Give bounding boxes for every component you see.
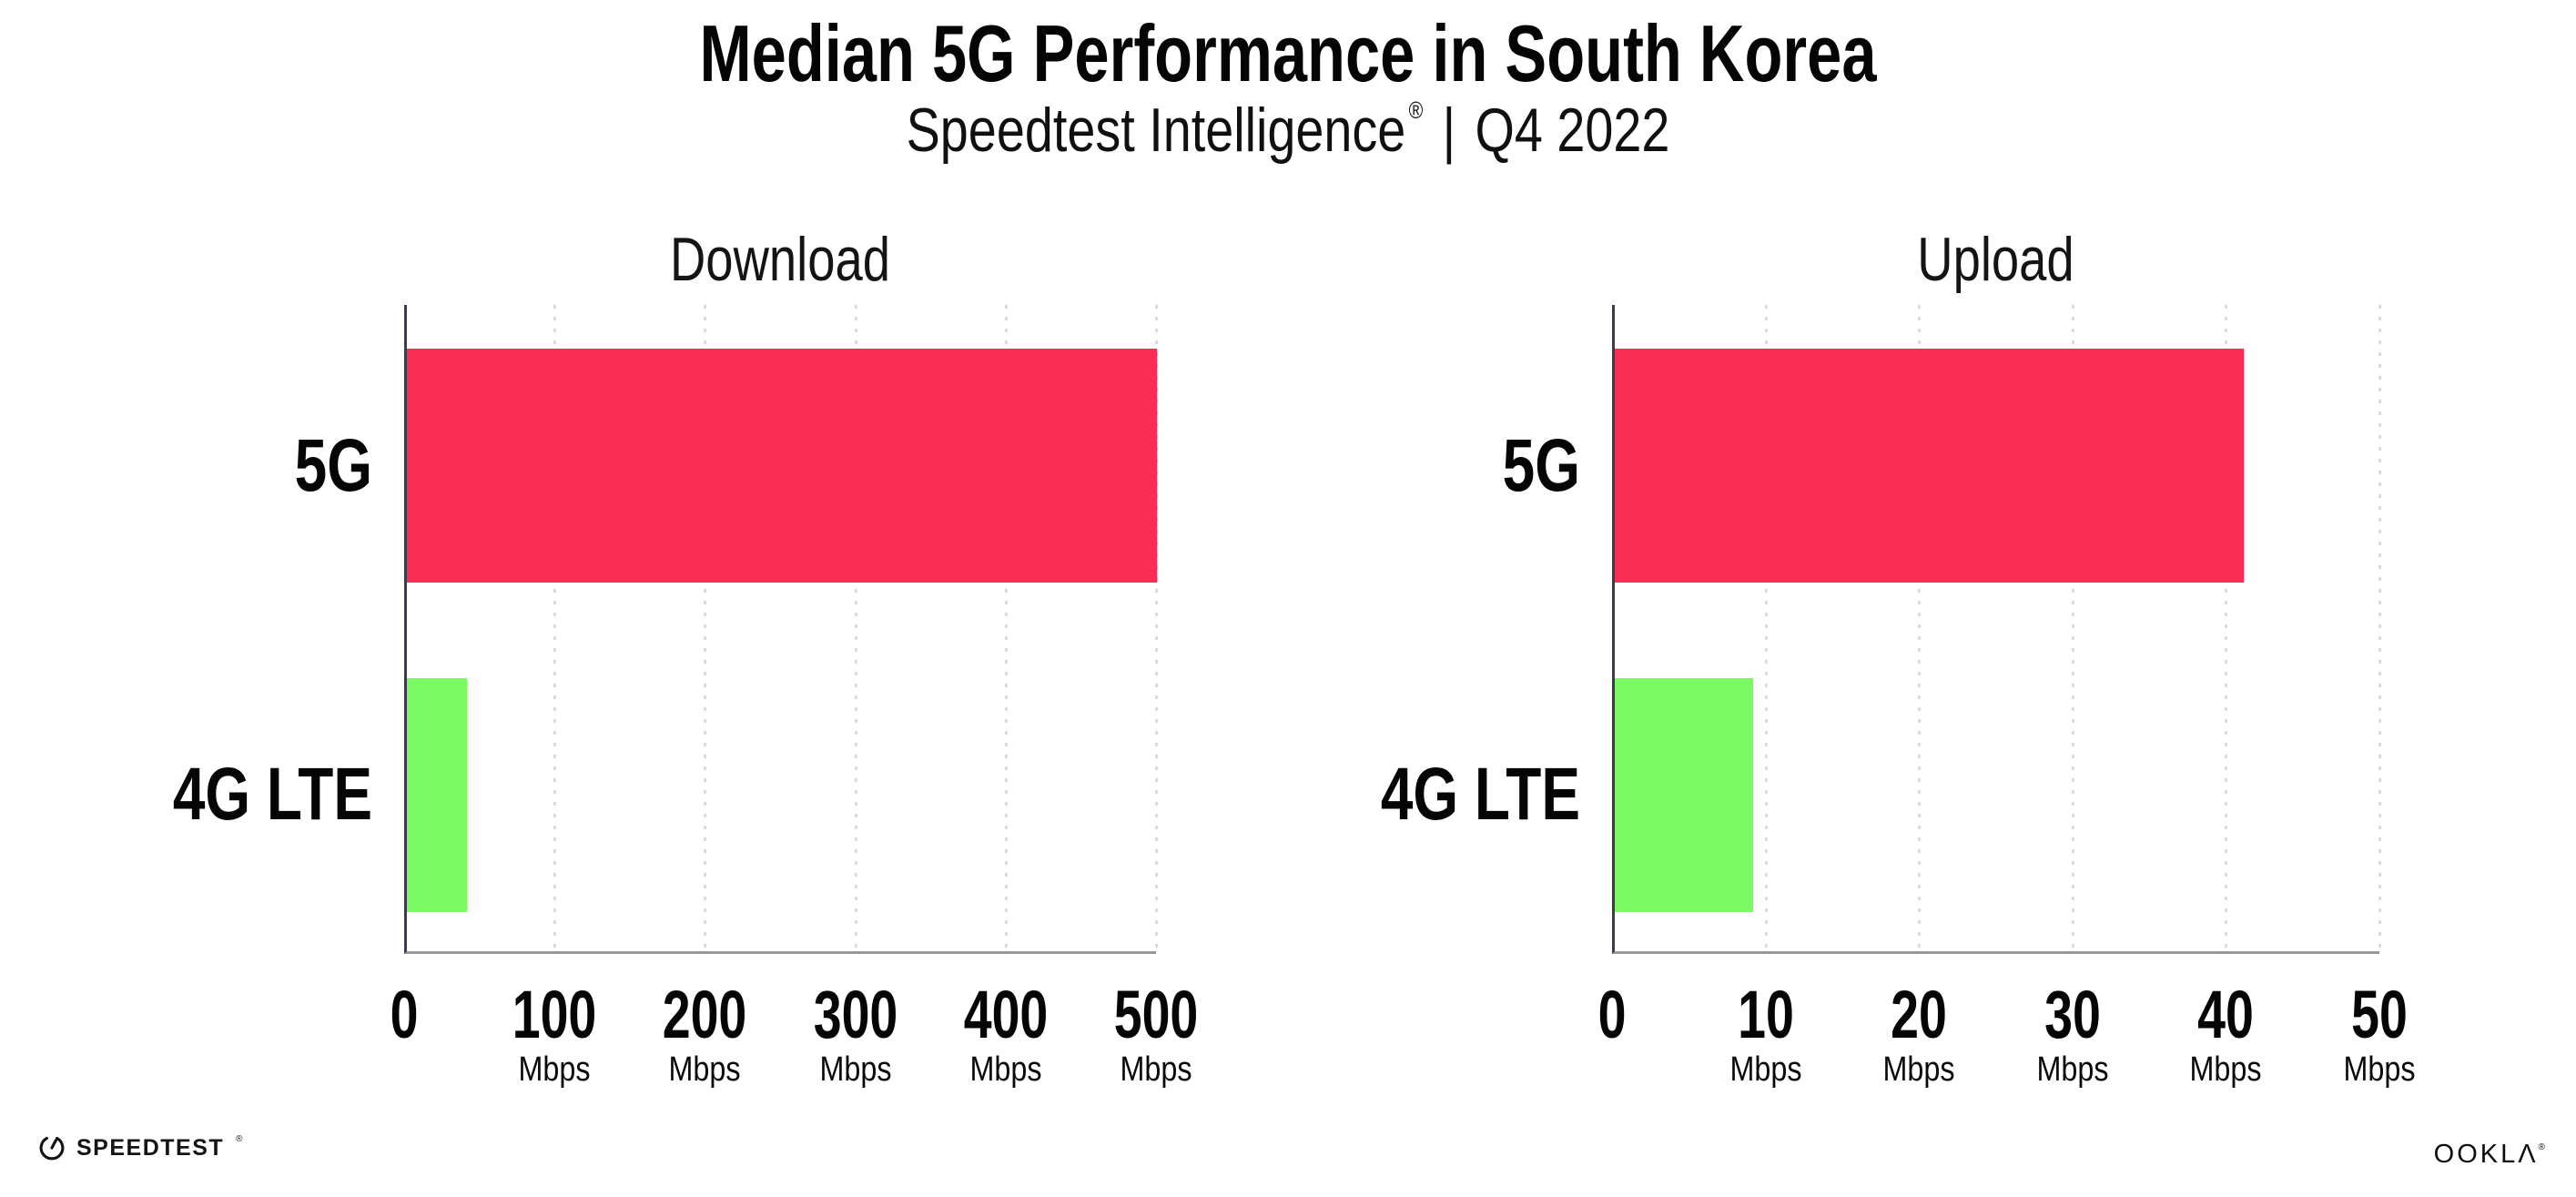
download-x-tick-unit-300: Mbps: [819, 1050, 892, 1089]
download-x-tick-unit-400: Mbps: [969, 1050, 1042, 1089]
download-x-tick-label-300: 300: [813, 977, 898, 1052]
registered-trademark-icon: ®: [1408, 96, 1424, 124]
download-5g-bar: [407, 349, 1158, 583]
subtitle-separator: |: [1442, 96, 1456, 165]
download-4g-lte-bar: [407, 677, 468, 912]
download-gridline-200: [704, 305, 707, 954]
speedtest-gauge-icon: [39, 1136, 65, 1161]
upload-x-tick-unit-30: Mbps: [2036, 1050, 2109, 1089]
upload-x-tick-unit-20: Mbps: [1882, 1050, 1955, 1089]
upload-5g-bar: [1615, 349, 2245, 583]
upload-gridline-20: [1918, 305, 1922, 954]
upload-x-tick-unit-40: Mbps: [2189, 1050, 2262, 1089]
upload-x-tick-label-20: 20: [1891, 977, 1948, 1052]
upload-x-tick-unit-10: Mbps: [1729, 1050, 1802, 1089]
upload-gridline-10: [1764, 305, 1768, 954]
download-y-axis-label-5g: 5G: [294, 423, 372, 507]
upload-x-tick-label-10: 10: [1737, 977, 1794, 1052]
upload-gridline-40: [2225, 305, 2228, 954]
speedtest-registered-icon: ®: [236, 1134, 243, 1144]
download-y-axis-label-4g-lte: 4G LTE: [172, 753, 372, 837]
speedtest-logo: SPEEDTEST ®: [38, 1134, 243, 1161]
subtitle-period: Q4 2022: [1475, 96, 1670, 165]
ookla-wordmark: OOKLΛ: [2433, 1140, 2539, 1169]
download-x-tick-unit-200: Mbps: [668, 1050, 741, 1089]
upload-y-axis-label-4g-lte: 4G LTE: [1380, 753, 1580, 837]
upload-x-tick-label-0: 0: [1597, 977, 1627, 1052]
download-x-tick-unit-500: Mbps: [1120, 1050, 1192, 1089]
speedtest-wordmark: SPEEDTEST: [76, 1135, 225, 1161]
download-chart-title: Download: [670, 225, 890, 294]
upload-x-tick-label-50: 50: [2351, 977, 2408, 1052]
download-x-tick-label-500: 500: [1113, 977, 1199, 1052]
ookla-logo: OOKLΛ®: [2434, 1140, 2545, 1170]
subtitle-brand: Speedtest Intelligence: [906, 96, 1406, 165]
upload-x-tick-label-30: 30: [2044, 977, 2101, 1052]
upload-gridline-30: [2071, 305, 2074, 954]
upload-x-tick-unit-50: Mbps: [2343, 1050, 2416, 1089]
download-x-tick-label-0: 0: [390, 977, 419, 1052]
upload-4g-lte-bar: [1615, 677, 1753, 912]
download-x-tick-unit-100: Mbps: [518, 1050, 591, 1089]
download-gridline-500: [1155, 305, 1158, 954]
chart-subtitle: Speedtest Intelligence ® | Q4 2022: [232, 95, 2345, 166]
upload-gridline-50: [2378, 305, 2381, 954]
upload-plot-area: [1612, 305, 2379, 954]
upload-y-axis-label-5g: 5G: [1502, 423, 1580, 507]
ookla-registered-icon: ®: [2538, 1142, 2545, 1152]
download-gridline-100: [553, 305, 557, 954]
download-gridline-300: [854, 305, 857, 954]
download-x-tick-label-200: 200: [663, 977, 747, 1052]
download-gridline-400: [1004, 305, 1008, 954]
download-x-tick-label-100: 100: [512, 977, 597, 1052]
upload-chart-title: Upload: [1917, 225, 2074, 294]
download-plot-area: [404, 305, 1156, 954]
download-x-tick-label-400: 400: [963, 977, 1049, 1052]
upload-x-tick-label-40: 40: [2197, 977, 2255, 1052]
chart-main-title: Median 5G Performance in South Korea: [699, 8, 1877, 98]
